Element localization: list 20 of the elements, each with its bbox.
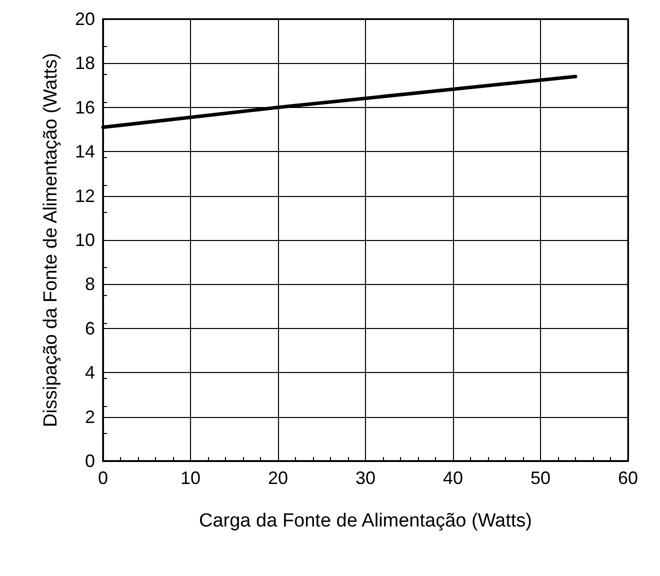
y-tick-label: 10 xyxy=(74,230,95,250)
y-tick-label: 18 xyxy=(74,53,95,74)
y-axis-title: Dissipação da Fonte de Alimentação (Watts) xyxy=(40,52,62,428)
y-tick-label: 2 xyxy=(84,406,95,427)
x-tick-label: 10 xyxy=(180,468,201,488)
x-tick-label: 30 xyxy=(355,468,376,488)
x-tick-label: 50 xyxy=(530,468,551,488)
x-tick-label: 0 xyxy=(98,468,108,488)
x-axis-title: Carga da Fonte de Alimentação (Watts) xyxy=(198,510,532,532)
x-tick-label: 20 xyxy=(268,468,288,488)
y-tick-label: 20 xyxy=(74,9,95,29)
y-tick-label: 12 xyxy=(74,186,95,206)
y-tick-label: 16 xyxy=(74,97,95,118)
y-tick-label: 6 xyxy=(84,318,95,338)
y-tick-label: 4 xyxy=(84,362,95,383)
y-tick-label: 8 xyxy=(84,274,95,294)
y-tick-label: 0 xyxy=(84,451,95,471)
x-tick-label: 60 xyxy=(618,468,638,488)
x-tick-label: 40 xyxy=(442,468,464,488)
y-tick-label: 14 xyxy=(74,142,95,162)
